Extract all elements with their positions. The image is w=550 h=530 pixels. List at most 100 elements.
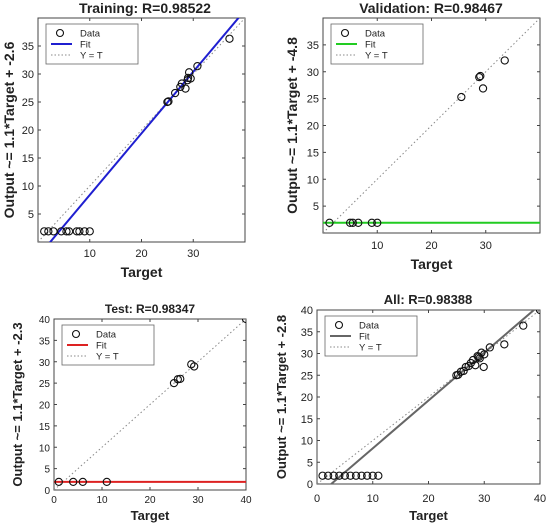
data-point: [80, 227, 89, 236]
data-point: [363, 471, 372, 480]
legend-label: Fit: [96, 341, 107, 352]
data-point: [225, 34, 234, 43]
y-tick-label: 25: [22, 97, 34, 109]
y-tick-label: 5: [307, 457, 313, 469]
legend-label: Y = T: [365, 51, 388, 62]
identity-line: [317, 310, 540, 484]
y-tick-label: 35: [22, 41, 34, 53]
identity-line: [38, 18, 245, 242]
data-point: [193, 62, 202, 71]
data-point: [373, 218, 382, 227]
fit-line: [329, 310, 536, 484]
fit-line: [48, 18, 240, 242]
x-axis-label: Target: [409, 508, 448, 523]
legend-label: Data: [359, 321, 380, 332]
y-tick-label: 20: [39, 401, 51, 412]
x-tick-label: 20: [422, 493, 434, 505]
y-axis-label: Output ~= 1.1*Target + -2.8: [274, 315, 289, 479]
data-point: [485, 343, 494, 352]
data-point: [357, 471, 366, 480]
y-tick-label: 10: [39, 443, 51, 454]
x-tick-label: 20: [144, 495, 156, 506]
chart-title: All: R=0.98388: [384, 292, 473, 307]
legend-label: Data: [365, 29, 386, 40]
data-point: [323, 471, 333, 480]
data-point: [181, 84, 190, 93]
data-point: [335, 471, 344, 480]
x-axis-label: Target: [411, 256, 453, 272]
y-tick-label: 5: [28, 209, 34, 221]
data-point: [176, 374, 185, 383]
data-point: [85, 227, 94, 236]
chart-title: Test: R=0.98347: [105, 302, 195, 316]
data-point: [170, 88, 180, 98]
legend-label: Y = T: [96, 352, 119, 363]
legend-data-marker: [55, 28, 65, 38]
data-point: [40, 227, 49, 236]
data-point: [184, 68, 194, 77]
plot-content: [54, 319, 246, 490]
legend-label: Y = T: [359, 343, 382, 354]
data-point: [345, 218, 355, 227]
y-tick-label: 20: [22, 125, 34, 137]
y-tick-label: 5: [44, 465, 50, 476]
y-tick-label: 30: [301, 349, 313, 361]
plot-content: [38, 18, 245, 242]
x-tick-label: 40: [534, 493, 546, 505]
data-point: [102, 477, 111, 487]
data-point: [190, 362, 199, 371]
data-point: [478, 84, 488, 93]
y-tick-label: 35: [301, 327, 313, 339]
data-point: [164, 97, 173, 106]
y-tick-label: 40: [39, 315, 51, 326]
data-point: [186, 74, 195, 83]
y-tick-label: 15: [301, 414, 313, 426]
chart-title: Validation: R=0.98467: [359, 0, 503, 16]
data-point: [367, 218, 376, 227]
y-tick-label: 40: [301, 305, 313, 317]
y-tick-label: 30: [307, 67, 319, 79]
data-point: [318, 471, 327, 480]
data-point: [354, 218, 363, 227]
data-point: [69, 477, 78, 487]
x-tick-label: 30: [187, 248, 199, 260]
y-axis-label: Output ~= 1.1*Target + -2.3: [10, 322, 25, 486]
y-tick-label: 20: [307, 121, 319, 133]
legend-label: Fit: [365, 40, 376, 51]
data-point: [346, 471, 355, 480]
legend-box: [61, 324, 155, 366]
data-point: [78, 477, 87, 487]
x-tick-label: 10: [371, 240, 383, 252]
legend-label: Data: [80, 29, 101, 40]
legend-label: Fit: [359, 332, 370, 343]
y-tick-label: 10: [307, 174, 319, 186]
data-point: [64, 227, 74, 236]
y-tick-label: 15: [22, 153, 34, 165]
data-point: [476, 71, 485, 81]
legend-data-marker: [71, 329, 81, 339]
data-point: [241, 319, 246, 324]
chart-title: Training: R=0.98522: [79, 0, 211, 16]
legend-data-marker: [340, 28, 350, 38]
x-axis-label: Target: [131, 508, 170, 523]
y-tick-label: 25: [39, 379, 51, 390]
data-point: [500, 340, 509, 349]
legend-label: Fit: [80, 40, 91, 51]
data-point: [49, 227, 58, 236]
y-tick-label: 5: [313, 201, 319, 213]
x-tick-label: 20: [135, 248, 147, 260]
y-tick-label: 0: [307, 479, 313, 491]
data-point: [471, 361, 480, 370]
data-point: [44, 227, 53, 236]
data-point: [374, 471, 383, 480]
y-tick-label: 0: [44, 486, 50, 497]
data-point: [457, 92, 466, 102]
y-tick-label: 15: [39, 422, 51, 433]
x-tick-label: 10: [84, 248, 96, 260]
x-tick-label: 10: [96, 495, 108, 506]
